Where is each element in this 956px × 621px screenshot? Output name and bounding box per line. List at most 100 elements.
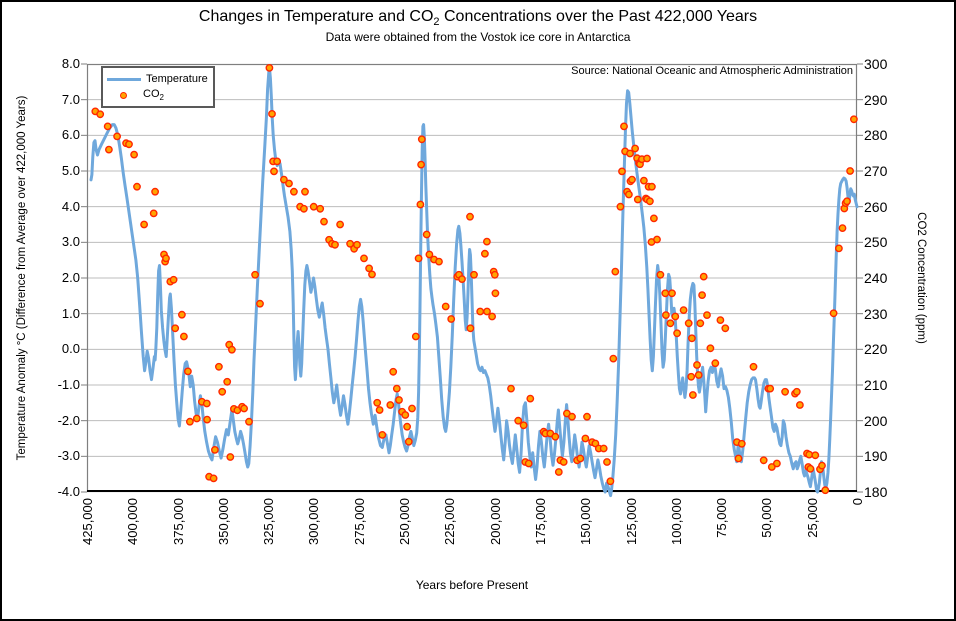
- co2-point: [583, 412, 591, 421]
- co2-point: [559, 458, 568, 466]
- co2-point: [688, 334, 696, 343]
- co2-point: [227, 345, 236, 354]
- co2-point: [514, 416, 523, 425]
- co2-point: [811, 451, 820, 460]
- x-tick-label: 300,000: [306, 498, 322, 545]
- y-left-tick-label: -3.0: [57, 448, 80, 464]
- co2-point: [378, 430, 387, 439]
- co2-point: [365, 264, 373, 273]
- x-tick-label: 375,000: [170, 498, 186, 545]
- co2-point: [721, 324, 730, 333]
- co2-point: [668, 289, 676, 298]
- co2-point: [633, 195, 642, 204]
- x-tick-label: 400,000: [125, 498, 141, 545]
- co2-point: [640, 176, 648, 185]
- co2-point: [470, 270, 478, 279]
- co2-point: [818, 461, 826, 470]
- co2-point: [696, 319, 705, 328]
- co2-point: [684, 319, 693, 328]
- y-left-tick-label: 4.0: [61, 198, 80, 214]
- x-tick-label: 0: [850, 498, 865, 506]
- co2-point: [169, 275, 178, 284]
- co2-point: [618, 167, 626, 176]
- co2-point: [706, 344, 715, 353]
- co2-point: [368, 270, 376, 279]
- co2-point: [133, 182, 141, 191]
- co2-point: [620, 122, 628, 131]
- co2-point: [171, 324, 180, 333]
- co2-point: [184, 367, 192, 376]
- co2-point: [395, 396, 403, 404]
- x-tick-label: 25,000: [804, 498, 820, 538]
- co2-point: [476, 307, 485, 316]
- co2-point: [653, 235, 661, 244]
- y-right-tick-label: 210: [864, 377, 888, 393]
- co2-point: [759, 456, 768, 465]
- co2-point: [113, 132, 121, 141]
- x-tick-label: 100,000: [668, 498, 684, 545]
- co2-point: [650, 214, 658, 223]
- co2-point: [737, 439, 746, 448]
- y-right-tick-label: 220: [864, 341, 888, 358]
- co2-point: [603, 458, 611, 466]
- co2-point: [265, 64, 274, 72]
- co2-point: [662, 311, 670, 320]
- co2-point: [299, 204, 308, 213]
- y-left-tick-label: 2.0: [61, 270, 80, 285]
- co2-point: [401, 411, 410, 419]
- co2-point: [491, 289, 500, 298]
- co2-point: [202, 399, 211, 408]
- co2-point: [734, 454, 743, 463]
- co2-point: [353, 240, 361, 249]
- y-left-tick-label: 7.0: [61, 91, 80, 107]
- co2-point: [270, 167, 278, 176]
- temperature-line: [89, 67, 859, 498]
- co2-point: [648, 182, 656, 191]
- y-right-tick-label: 240: [864, 270, 888, 286]
- co2-point: [838, 224, 847, 233]
- co2-point: [698, 291, 706, 300]
- y-right-tick-label: 250: [864, 234, 888, 251]
- legend-temperature-row: Temperature: [107, 71, 209, 87]
- co2-point: [422, 230, 431, 239]
- co2-point: [103, 122, 112, 131]
- co2-point: [551, 432, 560, 441]
- co2-point: [447, 315, 456, 323]
- y-right-tick-label: 200: [864, 412, 888, 429]
- co2-point: [805, 450, 814, 459]
- co2-point: [703, 311, 711, 320]
- co2-point: [609, 354, 618, 363]
- legend-co2-row: CO2: [107, 87, 209, 103]
- co2-point: [416, 200, 425, 209]
- co2-point: [821, 486, 830, 495]
- co2-point: [699, 272, 708, 281]
- y-left-tick-label: 6.0: [61, 127, 80, 143]
- co2-point: [178, 310, 186, 319]
- co2-point: [186, 417, 194, 426]
- co2-point: [829, 309, 838, 318]
- temperature-line-swatch: [107, 77, 141, 81]
- co2-point: [279, 175, 288, 184]
- co2-point: [625, 190, 633, 199]
- co2-point: [568, 412, 576, 421]
- co2-point: [599, 444, 608, 453]
- y-right-tick-label: 270: [864, 163, 888, 179]
- co2-point: [211, 445, 219, 454]
- co2-point: [519, 421, 528, 430]
- co2-point: [226, 453, 235, 461]
- co2-point: [679, 306, 688, 315]
- y-right-tick-label: 190: [864, 448, 888, 465]
- co2-point: [606, 477, 615, 486]
- co2-point: [320, 217, 328, 226]
- co2-point: [125, 140, 133, 149]
- co2-point: [693, 361, 701, 369]
- co2-point: [251, 270, 260, 279]
- co2-marker-swatch: [120, 91, 127, 99]
- x-tick-label: 175,000: [532, 498, 548, 545]
- co2-point: [694, 371, 703, 379]
- co2-point: [104, 145, 113, 154]
- co2-point: [526, 394, 535, 403]
- co2-point: [192, 414, 201, 423]
- co2-point: [628, 175, 636, 184]
